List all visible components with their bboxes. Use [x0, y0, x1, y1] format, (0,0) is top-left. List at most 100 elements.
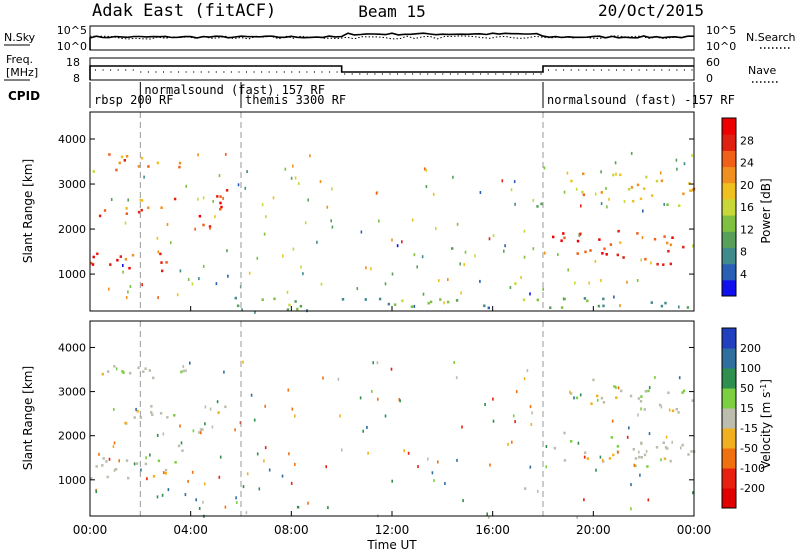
heatmap-cell	[198, 507, 201, 510]
heatmap-cell	[194, 227, 196, 231]
heatmap-cell	[167, 488, 170, 492]
heatmap-cell	[127, 198, 129, 202]
heatmap-cell	[582, 193, 586, 197]
heatmap-cell	[161, 269, 164, 273]
heatmap-cell	[666, 241, 669, 245]
heatmap-cell	[520, 275, 522, 279]
colorbar-tick-label: -15	[740, 422, 758, 435]
heatmap-cell	[570, 440, 573, 443]
heatmap-cell	[390, 367, 393, 371]
heatmap-cell	[545, 465, 547, 469]
heatmap-cell	[613, 385, 616, 388]
heatmap-cell	[583, 498, 585, 502]
heatmap-cell	[427, 457, 429, 461]
heatmap-cell	[261, 298, 264, 301]
heatmap-cell	[600, 396, 604, 400]
heatmap-cell	[302, 272, 304, 276]
heatmap-cell	[180, 441, 183, 445]
colorbar-tick-label: 200	[740, 342, 761, 355]
heatmap-cell	[192, 429, 195, 433]
heatmap-cell	[122, 371, 125, 374]
heatmap-cell	[644, 390, 647, 393]
heatmap-cell	[182, 365, 185, 368]
freq-label-line2: [MHz]	[6, 66, 38, 79]
heatmap-cell	[226, 249, 228, 253]
heatmap-cell	[461, 425, 463, 429]
colorbar-segment	[722, 448, 736, 469]
heatmap-cell	[514, 420, 516, 424]
heatmap-cell	[626, 280, 628, 284]
heatmap-cell	[666, 203, 669, 206]
heatmap-cell	[125, 207, 128, 210]
heatmap-cell	[384, 414, 387, 418]
heatmap-cell	[563, 297, 566, 301]
heatmap-cell	[435, 227, 437, 231]
heatmap-cell	[510, 188, 513, 192]
heatmap-cell	[647, 498, 650, 502]
heatmap-cell	[118, 161, 121, 165]
heatmap-cell	[225, 152, 227, 156]
heatmap-cell	[677, 411, 680, 414]
heatmap-cell	[663, 235, 666, 238]
noise-right-tick-bottom: 10^0	[706, 40, 736, 53]
heatmap-cell	[120, 155, 124, 159]
heatmap-cell	[692, 244, 694, 248]
heatmap-cell	[181, 449, 184, 452]
heatmap-cell	[631, 199, 635, 203]
heatmap-cell	[157, 296, 159, 300]
heatmap-cell	[651, 194, 654, 197]
heatmap-cell	[157, 250, 160, 254]
heatmap-cell	[640, 442, 643, 445]
heatmap-cell	[433, 479, 435, 483]
heatmap-cell	[136, 409, 139, 413]
power-y-label: Slant Range [km]	[21, 159, 35, 263]
heatmap-cell	[292, 164, 294, 168]
heatmap-cell	[617, 386, 620, 390]
heatmap-cell	[431, 471, 434, 475]
heatmap-cell	[427, 301, 430, 305]
heatmap-cell	[601, 252, 604, 255]
heatmap-cell	[552, 235, 555, 239]
heatmap-cell	[304, 221, 307, 225]
heatmap-cell	[596, 398, 599, 402]
heatmap-cell	[156, 495, 159, 499]
heatmap-cell	[669, 459, 672, 463]
heatmap-cell	[147, 206, 150, 210]
heatmap-cell	[503, 249, 505, 253]
heatmap-cell	[337, 377, 340, 381]
heatmap-cell	[144, 462, 148, 466]
heatmap-cell	[676, 167, 678, 171]
heatmap-cell	[668, 408, 671, 412]
heatmap-cell	[376, 361, 379, 365]
heatmap-cell	[246, 170, 248, 174]
heatmap-cell	[261, 203, 264, 207]
heatmap-cell	[583, 455, 586, 459]
heatmap-cell	[407, 451, 410, 455]
freq-line	[89, 65, 694, 80]
heatmap-cell	[135, 462, 139, 465]
y-tick-label: 1000	[58, 268, 86, 281]
heatmap-cell	[617, 450, 619, 454]
heatmap-cell	[217, 411, 220, 414]
heatmap-cell	[637, 397, 641, 400]
heatmap-cell	[619, 173, 622, 177]
heatmap-cell	[147, 165, 150, 168]
heatmap-cell	[90, 261, 93, 265]
x-tick-label: 08:00	[274, 523, 309, 537]
heatmap-cell	[492, 234, 495, 238]
heatmap-cell	[429, 300, 433, 304]
colorbar-tick-label: 28	[740, 134, 754, 147]
heatmap-cell	[560, 239, 563, 242]
heatmap-cell	[536, 298, 539, 302]
heatmap-cell	[366, 426, 368, 429]
heatmap-cell	[286, 308, 290, 311]
heatmap-cell	[643, 453, 647, 457]
heatmap-cell	[681, 391, 684, 394]
heatmap-cell	[599, 455, 602, 459]
heatmap-cell	[360, 230, 363, 234]
heatmap-cell	[161, 493, 164, 497]
heatmap-cell	[665, 435, 668, 439]
heatmap-cell	[595, 468, 597, 472]
heatmap-cell	[501, 179, 504, 183]
